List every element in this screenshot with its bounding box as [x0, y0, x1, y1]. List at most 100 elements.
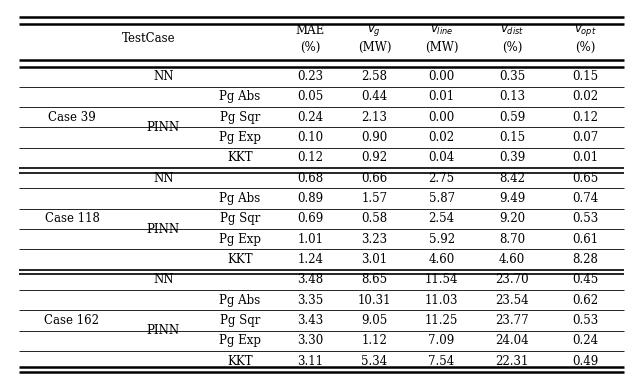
Text: Pg Sqr: Pg Sqr — [220, 314, 260, 327]
Text: $v_{line}$: $v_{line}$ — [430, 23, 453, 37]
Text: 0.39: 0.39 — [499, 151, 525, 164]
Text: 9.49: 9.49 — [499, 192, 525, 205]
Text: 0.12: 0.12 — [298, 151, 323, 164]
Text: 0.66: 0.66 — [361, 172, 388, 185]
Text: 0.02: 0.02 — [429, 131, 454, 144]
Text: TestCase: TestCase — [122, 32, 175, 45]
Text: 23.77: 23.77 — [495, 314, 529, 327]
Text: (%): (%) — [502, 40, 522, 54]
Text: KKT: KKT — [227, 253, 253, 266]
Text: 0.10: 0.10 — [298, 131, 323, 144]
Text: 0.15: 0.15 — [573, 70, 598, 83]
Text: 0.74: 0.74 — [572, 192, 599, 205]
Text: 9.20: 9.20 — [499, 213, 525, 225]
Text: 0.53: 0.53 — [572, 314, 599, 327]
Text: 3.01: 3.01 — [362, 253, 387, 266]
Text: 0.49: 0.49 — [572, 355, 599, 368]
Text: Pg Exp: Pg Exp — [219, 233, 261, 246]
Text: 0.59: 0.59 — [499, 110, 525, 124]
Text: 0.23: 0.23 — [298, 70, 323, 83]
Text: 0.24: 0.24 — [298, 110, 323, 124]
Text: 0.15: 0.15 — [499, 131, 525, 144]
Text: 0.89: 0.89 — [298, 192, 323, 205]
Text: PINN: PINN — [147, 324, 180, 337]
Text: 8.28: 8.28 — [573, 253, 598, 266]
Text: 0.02: 0.02 — [573, 90, 598, 103]
Text: 7.54: 7.54 — [428, 355, 455, 368]
Text: 2.54: 2.54 — [429, 213, 454, 225]
Text: 0.12: 0.12 — [573, 110, 598, 124]
Text: 5.92: 5.92 — [429, 233, 454, 246]
Text: Case 118: Case 118 — [45, 213, 99, 225]
Text: 0.44: 0.44 — [361, 90, 388, 103]
Text: MAE: MAE — [296, 23, 325, 37]
Text: 2.75: 2.75 — [429, 172, 454, 185]
Text: 2.13: 2.13 — [362, 110, 387, 124]
Text: 0.92: 0.92 — [362, 151, 387, 164]
Text: Pg Exp: Pg Exp — [219, 131, 261, 144]
Text: (%): (%) — [300, 40, 321, 54]
Text: 1.57: 1.57 — [362, 192, 387, 205]
Text: 1.12: 1.12 — [362, 335, 387, 348]
Text: (MW): (MW) — [425, 40, 458, 54]
Text: NN: NN — [153, 70, 173, 83]
Text: 0.90: 0.90 — [361, 131, 388, 144]
Text: 3.35: 3.35 — [297, 294, 324, 307]
Text: 8.70: 8.70 — [499, 233, 525, 246]
Text: 0.53: 0.53 — [572, 213, 599, 225]
Text: 0.35: 0.35 — [499, 70, 525, 83]
Text: 1.24: 1.24 — [298, 253, 323, 266]
Text: 11.54: 11.54 — [425, 273, 458, 286]
Text: 23.54: 23.54 — [495, 294, 529, 307]
Text: 1.01: 1.01 — [298, 233, 323, 246]
Text: NN: NN — [153, 172, 173, 185]
Text: 10.31: 10.31 — [358, 294, 391, 307]
Text: $v_{dist}$: $v_{dist}$ — [500, 23, 524, 37]
Text: 0.24: 0.24 — [573, 335, 598, 348]
Text: (%): (%) — [575, 40, 596, 54]
Text: 8.42: 8.42 — [499, 172, 525, 185]
Text: 3.23: 3.23 — [362, 233, 387, 246]
Text: Pg Abs: Pg Abs — [220, 90, 260, 103]
Text: Pg Abs: Pg Abs — [220, 294, 260, 307]
Text: 3.43: 3.43 — [297, 314, 324, 327]
Text: 2.58: 2.58 — [362, 70, 387, 83]
Text: 0.58: 0.58 — [362, 213, 387, 225]
Text: 0.61: 0.61 — [573, 233, 598, 246]
Text: 11.25: 11.25 — [425, 314, 458, 327]
Text: PINN: PINN — [147, 223, 180, 236]
Text: $v_g$: $v_g$ — [367, 23, 381, 37]
Text: Pg Sqr: Pg Sqr — [220, 213, 260, 225]
Text: Case 162: Case 162 — [45, 314, 99, 327]
Text: PINN: PINN — [147, 121, 180, 134]
Text: 0.05: 0.05 — [297, 90, 324, 103]
Text: 3.11: 3.11 — [298, 355, 323, 368]
Text: 0.62: 0.62 — [573, 294, 598, 307]
Text: KKT: KKT — [227, 151, 253, 164]
Text: 0.13: 0.13 — [499, 90, 525, 103]
Text: $v_{opt}$: $v_{opt}$ — [574, 23, 597, 37]
Text: 24.04: 24.04 — [495, 335, 529, 348]
Text: 0.01: 0.01 — [429, 90, 454, 103]
Text: 5.87: 5.87 — [429, 192, 454, 205]
Text: 0.68: 0.68 — [298, 172, 323, 185]
Text: 0.04: 0.04 — [428, 151, 455, 164]
Text: 0.01: 0.01 — [573, 151, 598, 164]
Text: 4.60: 4.60 — [499, 253, 525, 266]
Text: NN: NN — [153, 273, 173, 286]
Text: Pg Exp: Pg Exp — [219, 335, 261, 348]
Text: Pg Abs: Pg Abs — [220, 192, 260, 205]
Text: KKT: KKT — [227, 355, 253, 368]
Text: 3.48: 3.48 — [298, 273, 323, 286]
Text: Pg Sqr: Pg Sqr — [220, 110, 260, 124]
Text: 9.05: 9.05 — [361, 314, 388, 327]
Text: 4.60: 4.60 — [428, 253, 455, 266]
Text: 3.30: 3.30 — [297, 335, 324, 348]
Text: 0.69: 0.69 — [297, 213, 324, 225]
Text: 0.65: 0.65 — [572, 172, 599, 185]
Text: (MW): (MW) — [358, 40, 391, 54]
Text: 22.31: 22.31 — [495, 355, 529, 368]
Text: 11.03: 11.03 — [425, 294, 458, 307]
Text: 8.65: 8.65 — [362, 273, 387, 286]
Text: 0.07: 0.07 — [572, 131, 599, 144]
